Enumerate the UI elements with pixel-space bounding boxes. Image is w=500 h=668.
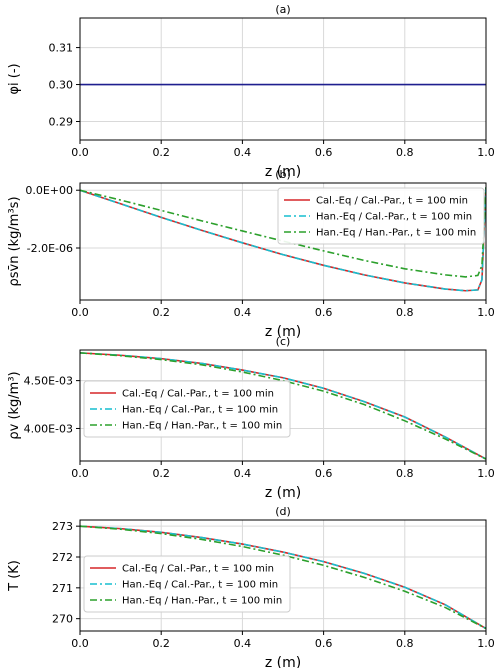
panel-title: (c) — [276, 335, 291, 348]
x-tick-label: 1.0 — [477, 146, 495, 159]
x-tick-label: 0.2 — [152, 467, 170, 480]
legend: Cal.-Eq / Cal.-Par., t = 100 min Han.-Eq … — [83, 380, 291, 438]
panel-title: (d) — [275, 505, 291, 518]
series-line-2 — [80, 187, 486, 292]
x-axis-label: z (m) — [265, 324, 301, 340]
legend-label: Cal.-Eq / Cal.-Par., t = 100 min — [122, 564, 274, 575]
chart-panel-c: 0.0 0.2 0.4 0.6 0.8 1.0 4.50E-03 4.00E-03 (c) z (… — [7, 335, 495, 501]
y-tick-label: 0.0E+00 — [25, 184, 73, 197]
y-tick-label: 0.31 — [49, 42, 74, 55]
chart-panel-d: 0.0 0.2 0.4 0.6 0.8 1.0 270 271 272 273 (d) z (m) T … — [7, 505, 495, 668]
x-axis-label: z (m) — [265, 485, 301, 501]
x-axis-label: z (m) — [265, 164, 301, 180]
x-tick-label: 0.0 — [71, 146, 89, 159]
chart-panel-b: 0.0 0.2 0.4 0.6 0.8 1.0 0.0E+00 -2.0E-06 (b) z (m… — [7, 168, 495, 340]
x-tick-label: 0.2 — [152, 306, 170, 319]
x-tick-label: 0.0 — [71, 637, 89, 650]
y-tick-label: 0.30 — [49, 79, 74, 92]
legend-label: Han.-Eq / Cal.-Par., t = 100 min — [316, 212, 472, 223]
x-tick-label: 0.0 — [71, 306, 89, 319]
panel-title: (a) — [275, 3, 290, 16]
chart-panel-a: 0.0 0.2 0.4 0.6 0.8 1.0 0.29 0.30 0.31 (a) z (m) φi… — [7, 3, 495, 180]
y-axis-label: T (K) — [7, 560, 22, 592]
legend-label: Cal.-Eq / Cal.-Par., t = 100 min — [316, 196, 468, 207]
legend-label: Han.-Eq / Cal.-Par., t = 100 min — [122, 580, 278, 591]
x-tick-label: 1.0 — [477, 306, 495, 319]
x-tick-label: 0.6 — [315, 306, 333, 319]
legend-box — [83, 380, 291, 438]
y-tick-label: 273 — [52, 520, 73, 533]
x-tick-label: 0.8 — [396, 146, 414, 159]
series-line-3 — [80, 187, 486, 278]
x-tick-label: 0.2 — [152, 146, 170, 159]
y-axis-label: φi (-) — [7, 63, 22, 94]
plot-frame — [79, 182, 487, 301]
y-tick-label: 0.29 — [49, 116, 74, 129]
series-line-3 — [80, 525, 486, 630]
y-tick-label: 272 — [52, 551, 73, 564]
x-tick-label: 0.4 — [234, 306, 252, 319]
series-line-2 — [80, 525, 486, 630]
y-axis-label: ρsv̄n (kg/m³s) — [7, 196, 22, 286]
series-line-2 — [80, 352, 486, 460]
x-tick-label: 0.2 — [152, 637, 170, 650]
x-tick-label: 0.8 — [396, 467, 414, 480]
x-tick-label: 0.4 — [234, 637, 252, 650]
x-tick-label: 0.4 — [234, 146, 252, 159]
legend: Cal.-Eq / Cal.-Par., t = 100 min Han.-Eq … — [277, 187, 485, 245]
x-tick-label: 0.4 — [234, 467, 252, 480]
panel-title: (b) — [275, 168, 291, 181]
x-tick-label: 0.6 — [315, 637, 333, 650]
x-tick-label: 0.6 — [315, 146, 333, 159]
plot-frame — [79, 519, 487, 632]
x-tick-label: 1.0 — [477, 637, 495, 650]
legend-box — [83, 555, 291, 613]
plot-frame — [79, 349, 487, 462]
legend-label: Han.-Eq / Han.-Par., t = 100 min — [316, 228, 476, 239]
y-tick-label: 4.00E-03 — [24, 422, 73, 435]
y-axis-label: ρv (kg/m³) — [7, 371, 22, 439]
y-tick-label: 270 — [52, 613, 73, 626]
legend-box — [277, 187, 485, 245]
legend-label: Han.-Eq / Cal.-Par., t = 100 min — [122, 405, 278, 416]
x-axis-label: z (m) — [265, 655, 301, 668]
legend-label: Cal.-Eq / Cal.-Par., t = 100 min — [122, 389, 274, 400]
y-tick-label: 271 — [52, 582, 73, 595]
x-tick-label: 0.6 — [315, 467, 333, 480]
y-tick-label: 4.50E-03 — [24, 375, 73, 388]
x-tick-label: 0.0 — [71, 467, 89, 480]
y-tick-label: -2.0E-06 — [27, 242, 73, 255]
legend-label: Han.-Eq / Han.-Par., t = 100 min — [122, 421, 282, 432]
legend: Cal.-Eq / Cal.-Par., t = 100 min Han.-Eq … — [83, 555, 291, 613]
legend-label: Han.-Eq / Han.-Par., t = 100 min — [122, 596, 282, 607]
x-tick-label: 1.0 — [477, 467, 495, 480]
plot-frame — [79, 17, 487, 141]
x-tick-label: 0.8 — [396, 306, 414, 319]
x-tick-label: 0.8 — [396, 637, 414, 650]
